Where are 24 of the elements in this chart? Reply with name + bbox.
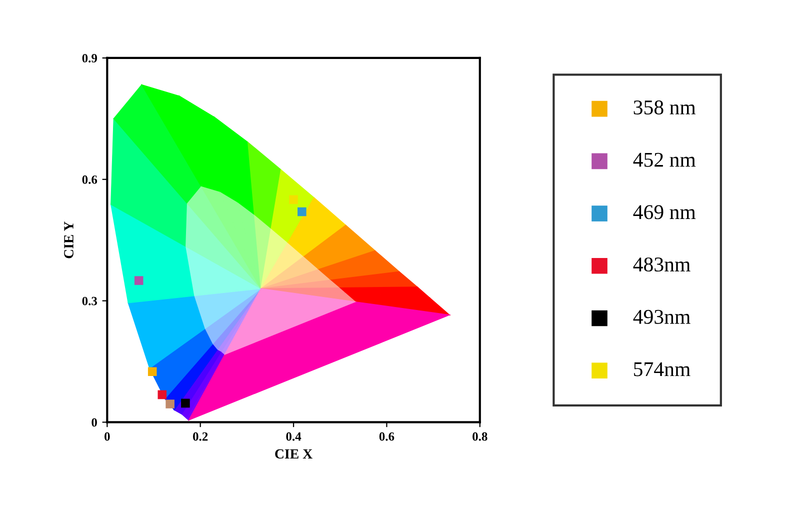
point [181,398,190,408]
point [158,390,167,400]
y-tick-label: 0.9 [82,54,97,62]
x-tick-label: 0.4 [286,432,302,441]
legend-label: 469 nm [633,205,696,220]
point [289,195,298,204]
point [134,276,144,285]
x-tick-label: 0 [104,432,110,441]
x-tick-label: 0.2 [193,432,208,441]
legend-label: 452 nm [633,152,696,167]
legend-label: 358 nm [634,100,696,114]
y-axis-title: CIE Y [64,222,74,258]
point [298,207,306,216]
legend-label: 483nm [633,257,690,272]
y-tick-label: 0.6 [82,175,98,184]
y-tick-label: 0 [92,418,97,427]
point [166,400,174,408]
legend-label: 574nm [634,362,690,376]
y-tick-label: 0.3 [82,296,98,306]
x-tick-label: 0.6 [379,432,394,441]
x-axis-title: CIE X [275,449,312,459]
x-tick-label: 0.8 [472,432,488,441]
legend-label: 493nm [633,310,690,324]
point [148,367,157,376]
